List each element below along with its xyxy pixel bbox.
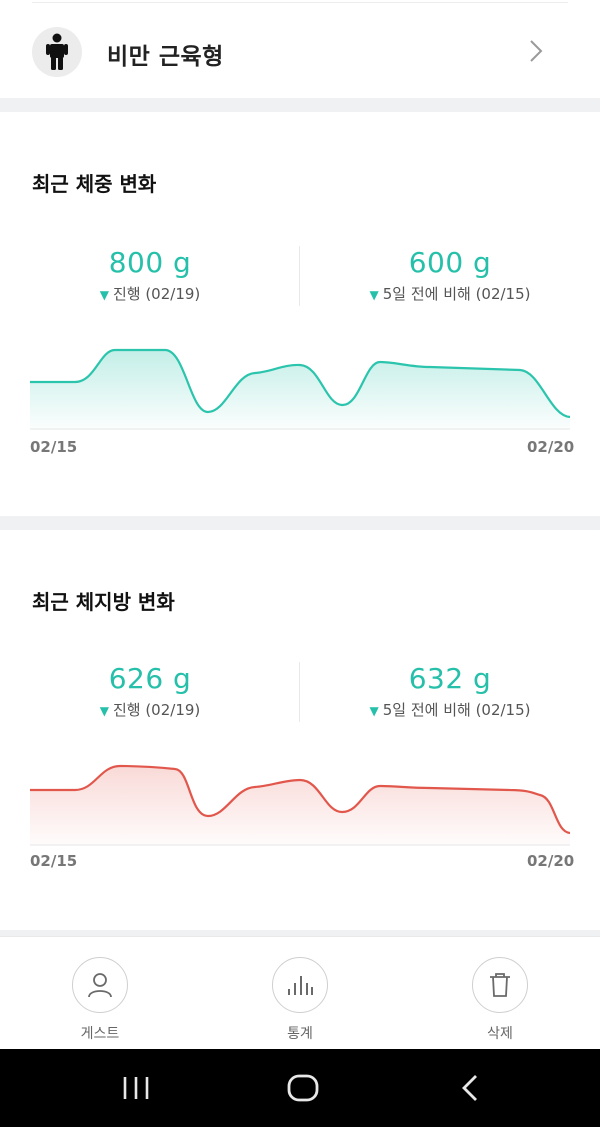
comparison-caption: ▼ 5일 전에 비해 (02/15) — [330, 699, 570, 720]
recents-icon[interactable] — [121, 1075, 151, 1101]
x-axis-end-label: 02/20 — [527, 438, 575, 456]
section-separator — [0, 98, 600, 112]
guest-button[interactable]: 게스트 — [40, 957, 160, 1043]
progress-stat: 800 g ▼ 진행 (02/19) — [30, 246, 270, 304]
progress-value: 626 g — [108, 662, 192, 695]
comparison-caption-text: 5일 전에 비해 (02/15) — [382, 701, 531, 719]
top-divider — [32, 2, 568, 3]
person-icon — [46, 33, 68, 70]
weight-trend-line — [30, 348, 570, 419]
stat-divider — [299, 246, 300, 306]
down-triangle-icon: ▼ — [99, 288, 109, 302]
progress-caption: ▼ 진행 (02/19) — [30, 699, 270, 720]
x-axis-start-label: 02/15 — [30, 438, 78, 456]
card-title: 최근 체지방 변화 — [32, 590, 175, 614]
body-fat-trend-line — [30, 764, 570, 835]
user-icon — [88, 973, 112, 998]
body-fat-change-card: 최근 체지방 변화 626 g ▼ 진행 (02/19) 632 g ▼ 5일 전에… — [0, 530, 600, 930]
section-separator — [0, 516, 600, 530]
delete-button[interactable]: 삭제 — [440, 957, 560, 1043]
progress-caption-text: 진행 (02/19) — [112, 285, 201, 303]
comparison-caption-text: 5일 전에 비해 (02/15) — [382, 285, 531, 303]
comparison-stat: 632 g ▼ 5일 전에 비해 (02/15) — [330, 662, 570, 720]
guest-button-circle[interactable] — [72, 957, 128, 1013]
comparison-value: 632 g — [408, 662, 492, 695]
body-type-avatar — [32, 27, 82, 77]
bar-chart-icon — [288, 976, 313, 995]
body-type-row[interactable]: 비만 근육형 — [0, 3, 600, 98]
x-axis-start-label: 02/15 — [30, 852, 78, 870]
delete-button-circle[interactable] — [472, 957, 528, 1013]
body-fat-trend-chart — [30, 764, 570, 846]
progress-caption: ▼ 진행 (02/19) — [30, 283, 270, 304]
weight-trend-area — [30, 350, 570, 429]
stats-label: 통계 — [287, 1026, 313, 1042]
trash-icon — [490, 973, 510, 997]
body-fat-trend-area — [30, 766, 570, 845]
home-icon[interactable] — [286, 1073, 320, 1103]
weight-change-card: 최근 체중 변화 800 g ▼ 진행 (02/19) 600 g ▼ 5일 전에 … — [0, 112, 600, 516]
card-title: 최근 체중 변화 — [32, 172, 157, 196]
back-icon[interactable] — [458, 1073, 482, 1103]
progress-value: 800 g — [108, 246, 192, 279]
stat-divider — [299, 662, 300, 722]
system-navigation-bar — [0, 1049, 600, 1127]
bottom-action-bar: 게스트 통계 삭제 — [0, 936, 600, 1049]
down-triangle-icon: ▼ — [99, 704, 109, 718]
body-type-label: 비만 근육형 — [107, 44, 224, 70]
chevron-right-icon — [530, 40, 543, 62]
section-separator — [0, 930, 600, 936]
progress-stat: 626 g ▼ 진행 (02/19) — [30, 662, 270, 720]
x-axis-end-label: 02/20 — [527, 852, 575, 870]
guest-label: 게스트 — [80, 1026, 120, 1042]
stats-button-circle[interactable] — [272, 957, 328, 1013]
down-triangle-icon: ▼ — [369, 704, 379, 718]
down-triangle-icon: ▼ — [369, 288, 379, 302]
progress-caption-text: 진행 (02/19) — [112, 701, 201, 719]
comparison-stat: 600 g ▼ 5일 전에 비해 (02/15) — [330, 246, 570, 304]
comparison-caption: ▼ 5일 전에 비해 (02/15) — [330, 283, 570, 304]
weight-trend-chart — [30, 348, 570, 430]
comparison-value: 600 g — [408, 246, 492, 279]
stats-button[interactable]: 통계 — [240, 957, 360, 1043]
delete-label: 삭제 — [487, 1026, 513, 1042]
